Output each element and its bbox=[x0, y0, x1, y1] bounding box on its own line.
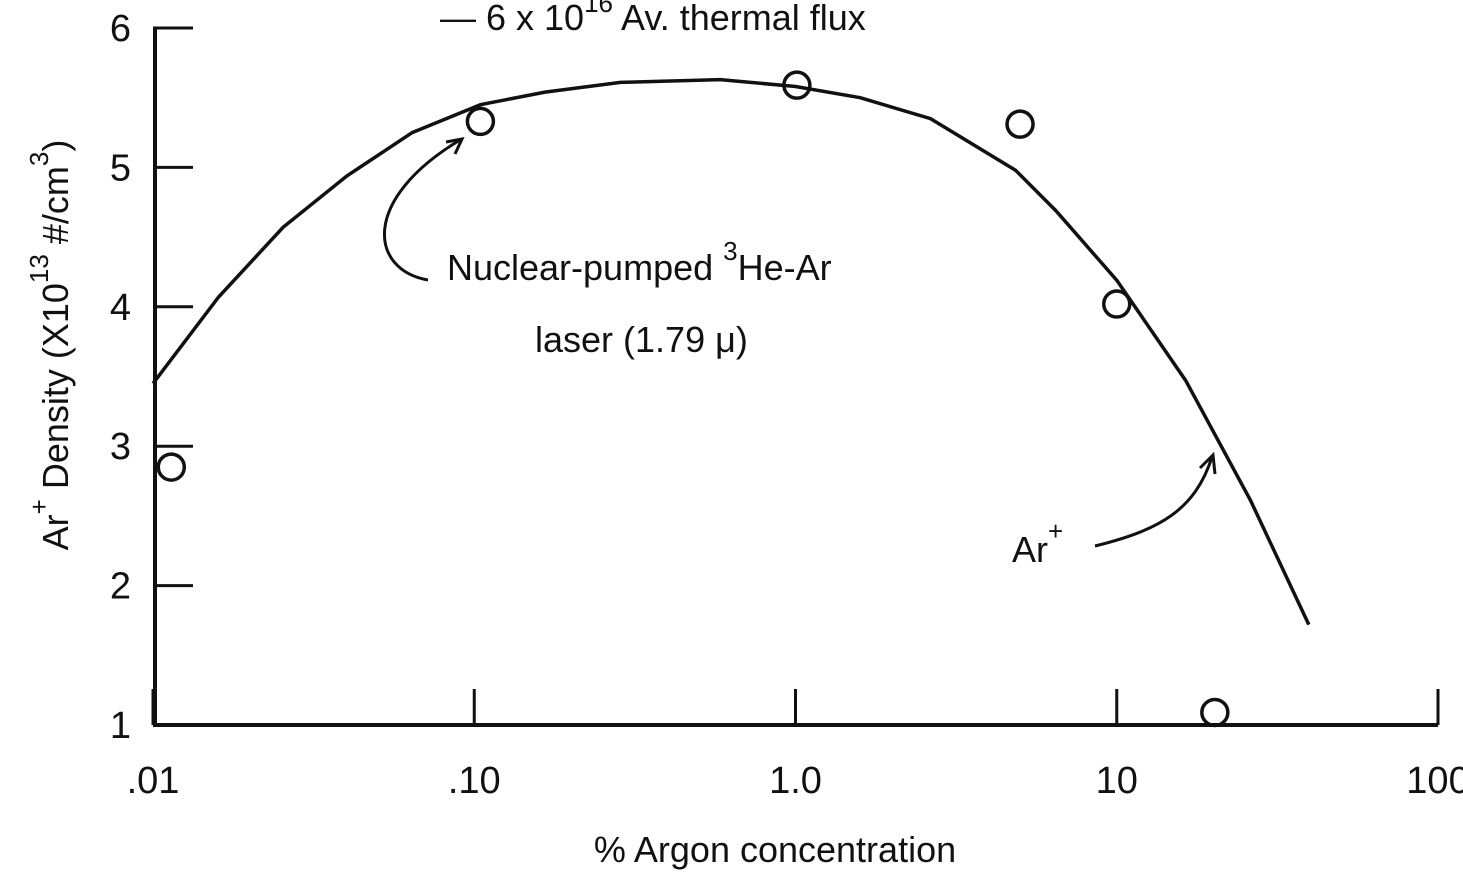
y-label-text: ) bbox=[35, 140, 76, 152]
data-point bbox=[465, 106, 496, 137]
title-sup: 16 bbox=[584, 0, 613, 18]
x-tick-label: 100 bbox=[1406, 760, 1463, 802]
y-label-sup: + bbox=[24, 499, 54, 514]
arrow bbox=[1094, 456, 1214, 548]
title-text: — 6 x 10 bbox=[440, 0, 584, 38]
arrows bbox=[383, 136, 1217, 548]
y-tick-label: 4 bbox=[110, 287, 131, 329]
data-point bbox=[782, 70, 812, 100]
y-label-sup: 3 bbox=[24, 152, 54, 166]
arrow-head bbox=[445, 136, 465, 155]
data-point bbox=[1200, 697, 1230, 728]
x-tick-label: .01 bbox=[127, 760, 180, 802]
annotation-text: Nuclear-pumped bbox=[447, 247, 723, 288]
title-text: Av. thermal flux bbox=[613, 0, 866, 38]
y-tick-label: 5 bbox=[110, 147, 131, 189]
chart-title: — 6 x 1016 Av. thermal flux bbox=[440, 0, 866, 38]
data-point bbox=[156, 452, 187, 482]
x-tick-label: .10 bbox=[448, 760, 501, 802]
x-tick-label: 10 bbox=[1096, 760, 1138, 802]
x-tick-label: 1.0 bbox=[769, 760, 822, 802]
annotation: Ar+ bbox=[1012, 516, 1063, 570]
arrow bbox=[383, 138, 461, 282]
annotation-text: Ar bbox=[1012, 529, 1048, 570]
y-tick-label: 2 bbox=[110, 566, 131, 608]
y-tick-label: 3 bbox=[110, 426, 131, 468]
annotation: laser (1.79 μ) bbox=[535, 319, 748, 360]
y-label-sup: 13 bbox=[24, 254, 54, 283]
y-label-text: #/cm bbox=[35, 166, 76, 254]
annotation-sup: 3 bbox=[723, 236, 737, 266]
y-label-text: Density (X10 bbox=[35, 283, 76, 499]
x-axis-label: % Argon concentration bbox=[594, 829, 956, 870]
data-point bbox=[1102, 289, 1132, 319]
y-tick-label: 6 bbox=[110, 8, 131, 50]
annotation-sup: + bbox=[1048, 516, 1063, 546]
arrow-head bbox=[1198, 451, 1217, 475]
y-label-text: Ar bbox=[35, 514, 76, 550]
annotation-text: He-Ar bbox=[738, 247, 832, 288]
y-axis-label: Ar+ Density (X1013 #/cm3) bbox=[24, 140, 76, 551]
y-tick-label: 1 bbox=[110, 705, 131, 747]
annotation: Nuclear-pumped 3He-Ar bbox=[447, 236, 832, 288]
data-point bbox=[1005, 109, 1035, 139]
